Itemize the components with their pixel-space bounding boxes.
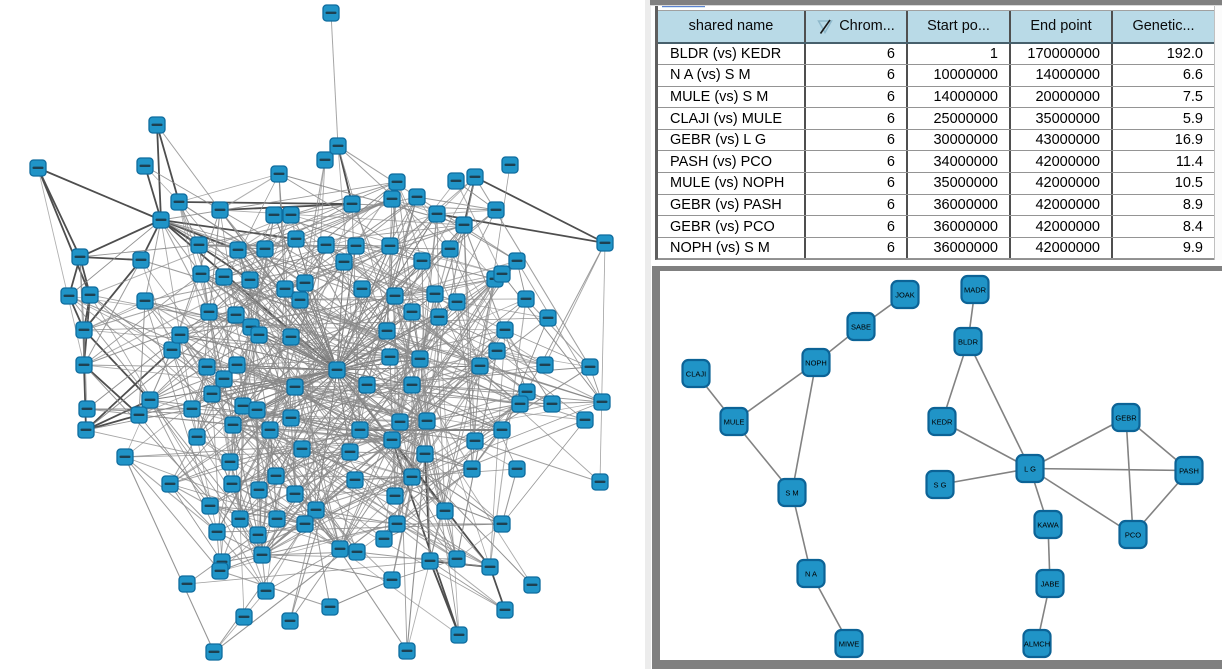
svg-text:JOAK: JOAK bbox=[895, 290, 915, 299]
svg-text:SABE: SABE bbox=[851, 322, 871, 331]
svg-text:MULE: MULE bbox=[724, 417, 745, 426]
svg-text:S M: S M bbox=[785, 488, 798, 497]
svg-text:PASH: PASH bbox=[1179, 466, 1199, 475]
svg-text:CLAJI: CLAJI bbox=[686, 369, 706, 378]
svg-text:JABE: JABE bbox=[1041, 579, 1060, 588]
svg-text:PCO: PCO bbox=[1125, 530, 1141, 539]
svg-text:MIWE: MIWE bbox=[839, 639, 859, 648]
svg-text:ALMCH: ALMCH bbox=[1024, 639, 1050, 648]
svg-text:KAWA: KAWA bbox=[1037, 520, 1059, 529]
svg-text:MADR: MADR bbox=[964, 285, 987, 294]
svg-text:KEDR: KEDR bbox=[932, 417, 953, 426]
svg-text:L G: L G bbox=[1024, 464, 1036, 473]
svg-text:S G: S G bbox=[934, 480, 947, 489]
svg-text:BLDR: BLDR bbox=[958, 337, 979, 346]
svg-text:NOPH: NOPH bbox=[805, 358, 827, 367]
svg-text:GEBR: GEBR bbox=[1115, 413, 1137, 422]
svg-text:N A: N A bbox=[805, 569, 817, 578]
